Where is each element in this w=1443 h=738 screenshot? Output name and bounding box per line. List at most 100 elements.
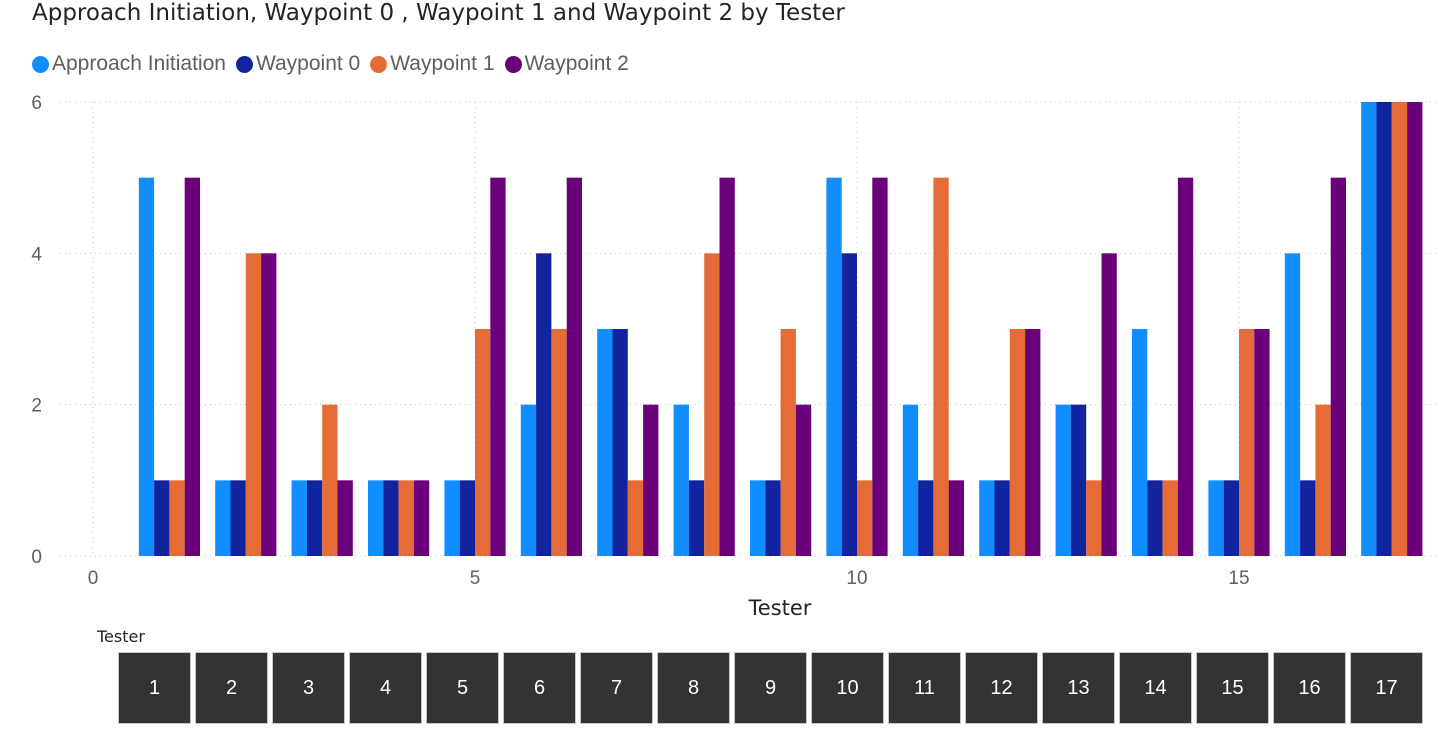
x-tick-label: 5 — [470, 568, 481, 589]
bar — [368, 480, 384, 556]
bar — [1101, 253, 1117, 557]
legend-item[interactable]: Waypoint 0 — [235, 52, 361, 76]
legend-marker — [370, 55, 388, 73]
bar — [215, 480, 231, 556]
tester-slicer: 1 2 3 4 5 6 7 8 9 10 11 12 13 14 15 16 17 — [118, 652, 1427, 726]
bar — [551, 329, 567, 556]
bar — [245, 253, 262, 557]
slicer-title: Tester — [97, 627, 145, 646]
slicer-item-1[interactable]: 1 — [118, 652, 191, 724]
bar — [1407, 102, 1423, 556]
bar — [627, 480, 644, 556]
bar — [184, 177, 200, 556]
slicer-item-16[interactable]: 16 — [1273, 652, 1346, 724]
bar — [413, 480, 430, 556]
slicer-item-2[interactable]: 2 — [195, 652, 268, 724]
bar — [597, 329, 613, 556]
bar — [1223, 480, 1239, 556]
bar — [1361, 102, 1377, 556]
x-axis-title: Tester — [748, 596, 812, 620]
bar — [383, 480, 399, 556]
y-tick-label: 0 — [31, 547, 42, 568]
bar — [261, 253, 277, 557]
y-tick-label: 6 — [31, 93, 42, 114]
bar — [795, 404, 812, 556]
bar — [322, 404, 338, 556]
bar — [1284, 253, 1301, 557]
legend-item[interactable]: Approach Initiation — [32, 52, 226, 76]
bar — [872, 177, 888, 556]
bar — [933, 177, 949, 556]
bar — [750, 480, 766, 556]
bar — [1086, 480, 1102, 556]
bar — [490, 177, 506, 556]
bar — [230, 480, 246, 556]
bar — [1300, 480, 1316, 556]
bar — [459, 480, 475, 556]
bar — [337, 480, 353, 556]
legend-marker — [235, 55, 253, 73]
bar — [673, 404, 689, 556]
slicer-item-13[interactable]: 13 — [1042, 652, 1115, 724]
bar — [1315, 404, 1331, 556]
slicer-item-12[interactable]: 12 — [965, 652, 1038, 724]
legend-marker — [32, 55, 49, 73]
slicer-item-3[interactable]: 3 — [272, 652, 345, 724]
bar — [154, 480, 170, 556]
bar — [1239, 329, 1255, 556]
legend-item[interactable]: Waypoint 1 — [370, 52, 495, 76]
slicer-item-8[interactable]: 8 — [657, 652, 730, 724]
slicer-item-7[interactable]: 7 — [580, 652, 653, 724]
x-tick-label: 10 — [846, 568, 867, 589]
x-tick-label: 15 — [1228, 568, 1249, 589]
bar — [1009, 329, 1026, 556]
bar — [704, 253, 720, 557]
bar — [1147, 480, 1163, 556]
slicer-item-15[interactable]: 15 — [1196, 652, 1269, 724]
bar — [979, 480, 995, 556]
bar — [1132, 329, 1148, 556]
legend-item[interactable]: Waypoint 2 — [504, 52, 629, 76]
legend-label: Waypoint 2 — [524, 52, 629, 75]
legend-label: Waypoint 1 — [390, 52, 495, 75]
bar — [138, 177, 155, 556]
bar — [948, 480, 964, 556]
bar — [169, 480, 185, 556]
chart-title: Approach Initiation, Waypoint 0 , Waypoi… — [32, 0, 845, 26]
bar — [1055, 404, 1071, 556]
bar — [826, 177, 842, 556]
bar — [780, 329, 796, 556]
bar — [1162, 480, 1178, 556]
bar — [765, 480, 781, 556]
slicer-item-9[interactable]: 9 — [734, 652, 807, 724]
y-tick-label: 4 — [31, 244, 42, 265]
bar — [643, 404, 659, 556]
bar — [1330, 177, 1346, 556]
bar — [306, 480, 323, 556]
bar — [1376, 102, 1392, 556]
bar — [1177, 177, 1194, 556]
bar — [612, 329, 628, 556]
legend-label: Waypoint 0 — [255, 52, 361, 75]
y-tick-label: 2 — [31, 396, 42, 417]
slicer-item-14[interactable]: 14 — [1119, 652, 1192, 724]
bar — [291, 480, 307, 556]
bar — [688, 480, 705, 556]
slicer-item-4[interactable]: 4 — [349, 652, 422, 724]
slicer-item-5[interactable]: 5 — [426, 652, 499, 724]
slicer-item-17[interactable]: 17 — [1350, 652, 1423, 724]
slicer-item-11[interactable]: 11 — [888, 652, 961, 724]
bar — [520, 404, 537, 556]
bar — [1254, 329, 1270, 556]
slicer-item-6[interactable]: 6 — [503, 652, 576, 724]
bar-chart: 0 2 4 6 0 5 10 15 Tester — [31, 93, 1440, 620]
bar — [857, 480, 873, 556]
legend-label: Approach Initiation — [52, 52, 226, 75]
bar — [1025, 329, 1041, 556]
bar — [475, 329, 491, 556]
bar — [918, 480, 934, 556]
slicer-item-10[interactable]: 10 — [811, 652, 884, 724]
bar — [1070, 404, 1087, 556]
bar — [1208, 480, 1224, 556]
bar — [719, 177, 735, 556]
